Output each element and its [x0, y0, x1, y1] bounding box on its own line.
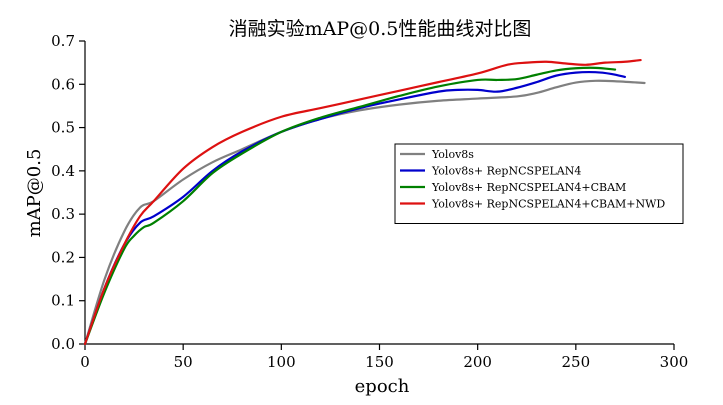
- x-tick-label: 100: [267, 353, 296, 371]
- x-tick-label: 150: [365, 353, 394, 371]
- x-tick-label: 50: [174, 353, 193, 371]
- y-tick-label: 0.3: [51, 205, 75, 223]
- y-tick-label: 0.4: [51, 162, 75, 180]
- series-line-3: [83, 66, 617, 346]
- x-tick-label: 0: [80, 353, 90, 371]
- x-axis-label: epoch: [355, 376, 410, 397]
- legend: Yolov8s Yolov8s+ RepNCSPELAN4 Yolov8s+ Rep…: [394, 143, 684, 224]
- y-tick-label: 0.0: [51, 335, 75, 353]
- legend-entry: Yolov8s+ RepNCSPELAN4: [431, 165, 581, 178]
- y-tick-label: 0.7: [51, 32, 75, 50]
- legend-box: [394, 143, 684, 224]
- legend-entry: Yolov8s+ RepNCSPELAN4+CBAM: [431, 181, 626, 194]
- x-tick-label: 200: [463, 353, 492, 371]
- y-axis-label: mAP@0.5: [24, 149, 45, 238]
- series-line-1: [83, 79, 646, 346]
- x-tick-label: 300: [660, 353, 689, 371]
- y-tick-label: 0.1: [51, 292, 75, 310]
- y-axis-ticks: 0.0 0.1 0.2 0.3 0.4 0.5 0.6 0.7: [51, 32, 85, 353]
- y-tick-label: 0.6: [51, 75, 75, 93]
- series-group: [83, 58, 646, 346]
- legend-entry: Yolov8s: [431, 148, 474, 161]
- series-line-2: [83, 70, 627, 346]
- x-axis-ticks: 0 50 100 150 200 250 300: [80, 344, 688, 371]
- series-line-4: [83, 58, 642, 346]
- y-tick-label: 0.2: [51, 248, 75, 266]
- chart-title: 消融实验mAP@0.5性能曲线对比图: [229, 18, 532, 40]
- legend-entry: Yolov8s+ RepNCSPELAN4+CBAM+NWD: [431, 198, 665, 211]
- y-tick-label: 0.5: [51, 119, 75, 137]
- x-tick-label: 250: [562, 353, 591, 371]
